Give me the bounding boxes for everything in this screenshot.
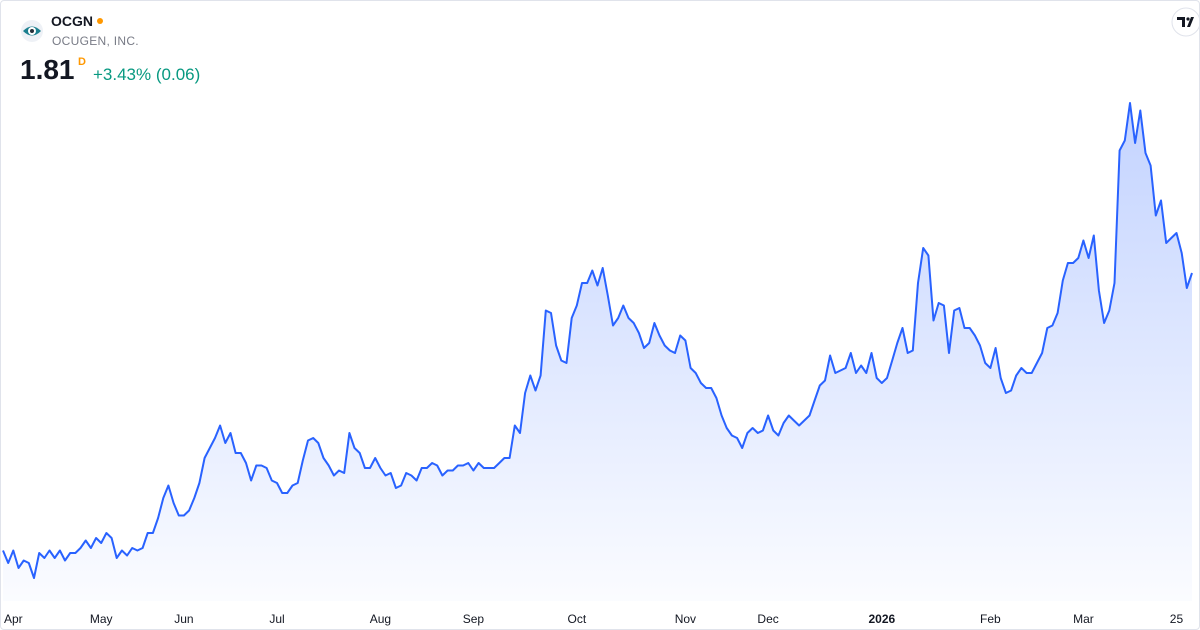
price-area	[3, 103, 1192, 601]
tradingview-logo[interactable]	[1171, 7, 1199, 37]
interval: D	[78, 56, 86, 68]
x-tick-label: Oct	[567, 612, 586, 626]
x-tick-label: Apr	[4, 612, 23, 626]
price: 1.81	[20, 54, 75, 85]
price-change: +3.43% (0.06)	[93, 65, 201, 84]
market-status-dot	[97, 18, 103, 24]
x-tick-label: Dec	[757, 612, 778, 626]
x-tick-label: May	[90, 612, 113, 626]
x-tick-label: 25	[1170, 612, 1184, 626]
x-tick-label: Mar	[1073, 612, 1094, 626]
x-tick-label: Aug	[370, 612, 391, 626]
x-tick-label: Jun	[174, 612, 193, 626]
x-tick-label: Nov	[675, 612, 696, 626]
x-tick-label: Feb	[980, 612, 1001, 626]
x-tick-label: 2026	[868, 612, 895, 626]
x-tick-label: Sep	[463, 612, 485, 626]
company-logo	[21, 20, 43, 42]
price-line	[2, 102, 1193, 579]
company-name: OCUGEN, INC.	[52, 34, 139, 48]
x-tick-label: Jul	[269, 612, 284, 626]
symbol[interactable]: OCGN	[51, 13, 93, 29]
